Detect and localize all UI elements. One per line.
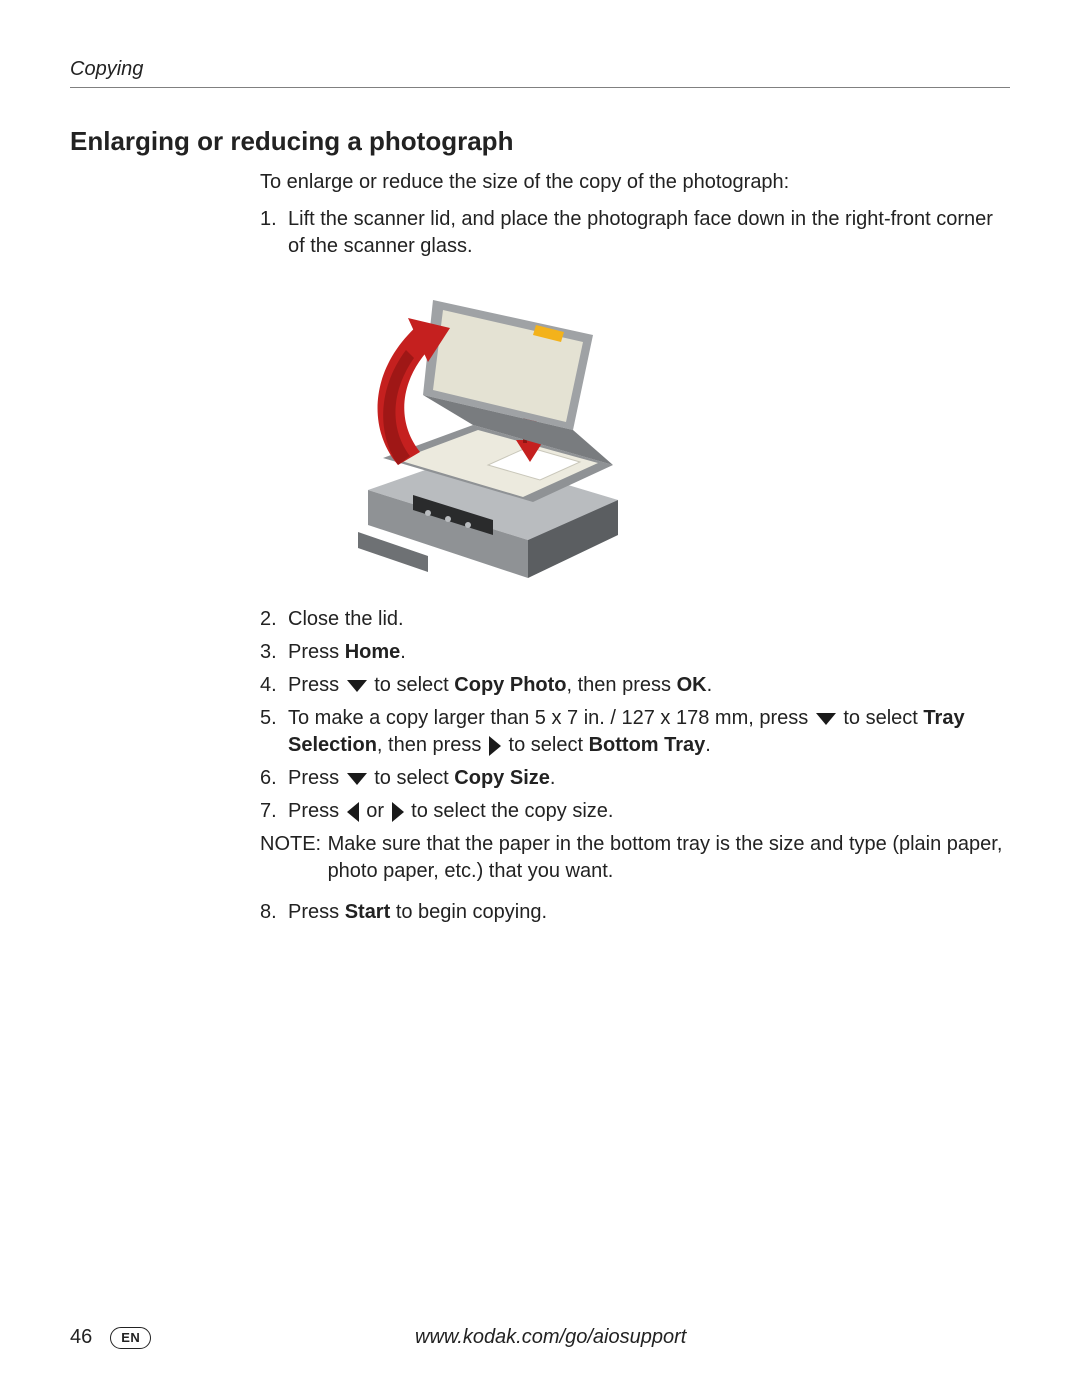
step-text: Press to select Copy Size. [288,767,555,789]
step-text: To make a copy larger than 5 x 7 in. / 1… [288,707,965,756]
step-4: 4. Press to select Copy Photo, then pres… [260,672,1010,699]
step-text: Lift the scanner lid, and place the phot… [288,208,993,257]
printer-illustration [328,280,1010,588]
step-number: 6. [260,765,277,792]
step-number: 2. [260,606,277,633]
step-text: Press to select Copy Photo, then press O… [288,674,712,696]
section-title: Enlarging or reducing a photograph [70,126,1010,157]
step-7: 7. Press or to select the copy size. [260,798,1010,825]
step-2: 2. Close the lid. [260,606,1010,633]
page-number: 46 [70,1326,92,1349]
step-text: Press Home. [288,641,406,663]
page-footer: 46 EN www.kodak.com/go/aiosupport [70,1326,1010,1349]
steps-list-continued: 8. Press Start to begin copying. [260,899,1010,926]
left-arrow-icon [347,802,359,822]
down-arrow-icon [816,713,836,725]
step-number: 3. [260,639,277,666]
right-arrow-icon [489,736,501,756]
step-number: 7. [260,798,277,825]
step-1: 1. Lift the scanner lid, and place the p… [260,206,1010,588]
running-header: Copying [70,58,1010,88]
note-text: Make sure that the paper in the bottom t… [328,831,1008,885]
step-text: Close the lid. [288,608,404,630]
step-number: 5. [260,705,277,732]
steps-list: 1. Lift the scanner lid, and place the p… [260,206,1010,825]
down-arrow-icon [347,773,367,785]
step-3: 3. Press Home. [260,639,1010,666]
step-number: 4. [260,672,277,699]
note-label: NOTE: [260,831,322,858]
down-arrow-icon [347,680,367,692]
intro-text: To enlarge or reduce the size of the cop… [260,171,1010,194]
step-text: Press or to select the copy size. [288,800,613,822]
note-block: NOTE: Make sure that the paper in the bo… [260,831,1010,885]
step-number: 1. [260,206,277,233]
step-6: 6. Press to select Copy Size. [260,765,1010,792]
footer-url: www.kodak.com/go/aiosupport [91,1326,1010,1349]
step-8: 8. Press Start to begin copying. [260,899,1010,926]
step-number: 8. [260,899,277,926]
step-5: 5. To make a copy larger than 5 x 7 in. … [260,705,1010,759]
right-arrow-icon [392,802,404,822]
step-text: Press Start to begin copying. [288,901,547,923]
